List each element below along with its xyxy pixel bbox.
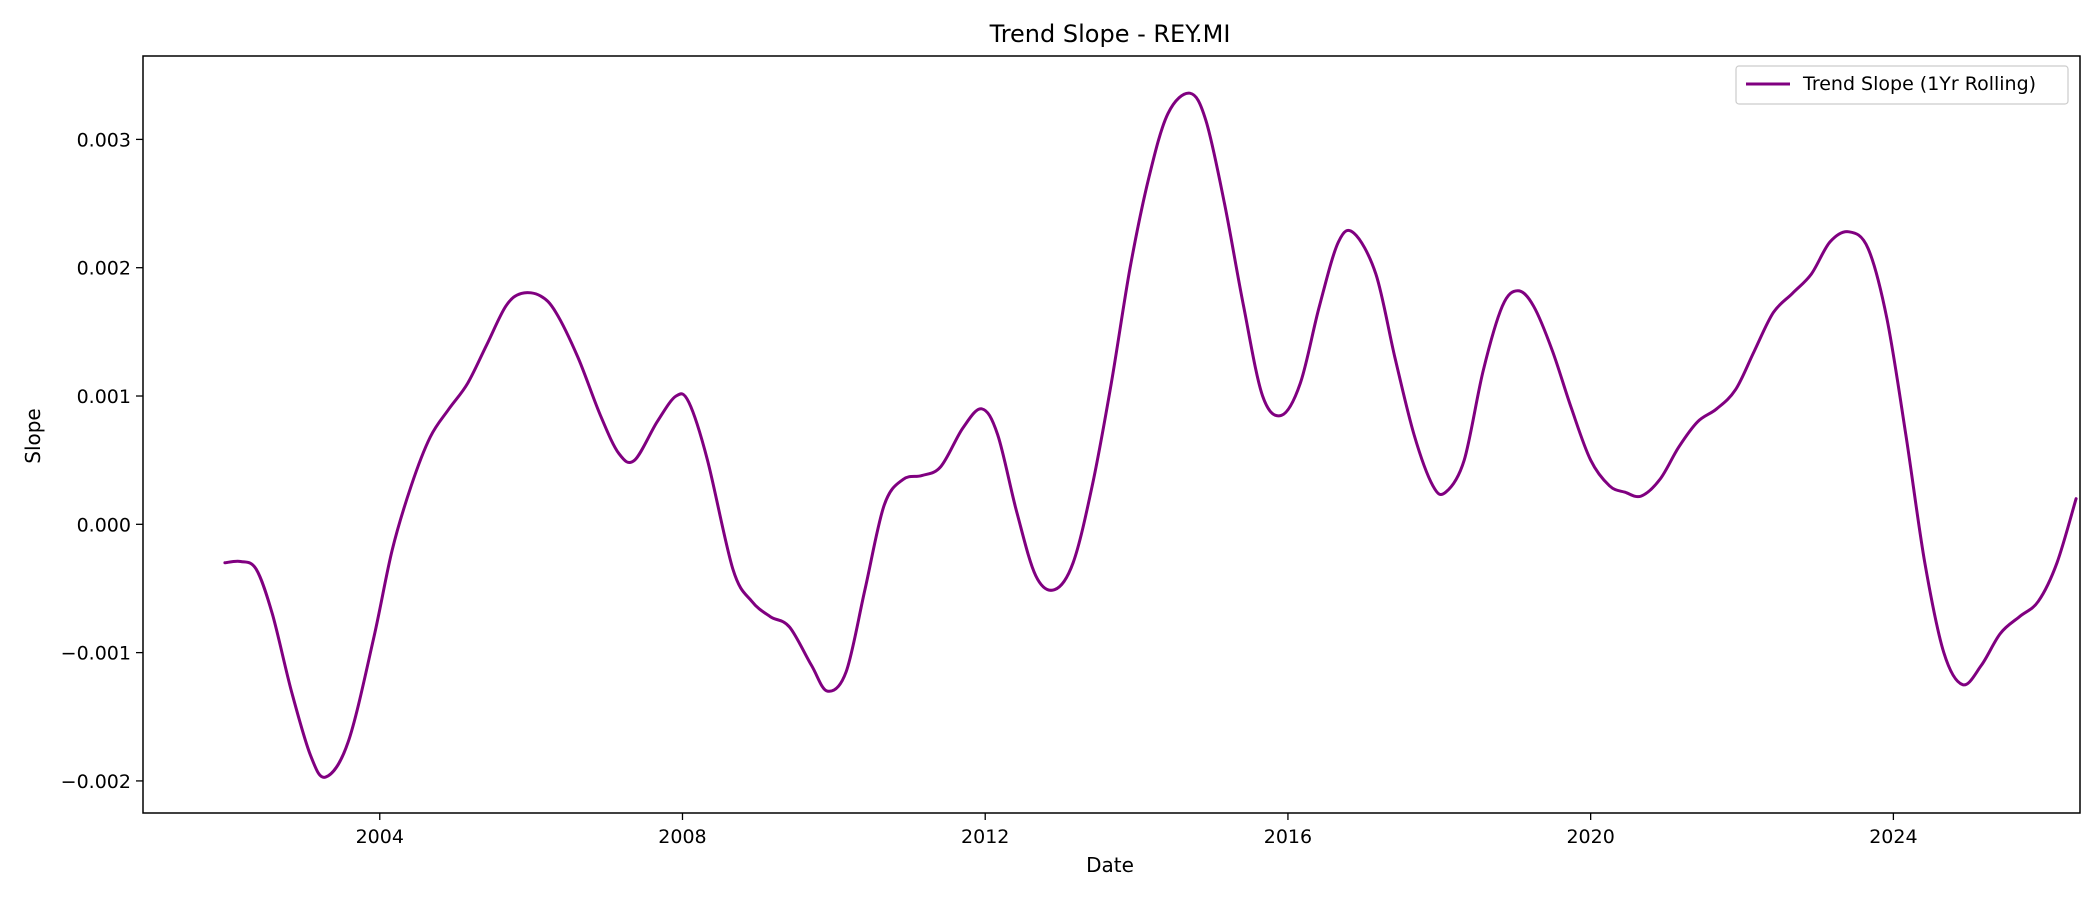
y-tick-label: 0.001 [77, 386, 131, 408]
y-axis: −0.002 −0.001 0.000 0.001 0.002 0.003 [61, 129, 143, 793]
y-tick-label: −0.001 [61, 643, 131, 665]
legend-label: Trend Slope (1Yr Rolling) [1802, 73, 2036, 95]
legend: Trend Slope (1Yr Rolling) [1735, 65, 2069, 105]
x-tick-label: 2008 [658, 826, 706, 848]
x-tick-label: 2020 [1566, 826, 1614, 848]
x-tick-label: 2004 [356, 826, 404, 848]
y-tick-label: 0.000 [77, 514, 131, 536]
y-axis-title: Slope [21, 408, 45, 464]
y-tick-label: 0.002 [77, 258, 131, 280]
y-tick-label: −0.002 [61, 771, 131, 793]
y-tick-label: 0.003 [77, 129, 131, 151]
x-tick-label: 2016 [1264, 826, 1312, 848]
x-axis: 2004 2008 2012 2016 2020 2024 [356, 813, 1918, 848]
series-line-trend-slope [223, 91, 2078, 779]
x-tick-label: 2012 [961, 826, 1009, 848]
chart-title: Trend Slope - REY.MI [989, 20, 1231, 48]
legend-box [1735, 65, 2069, 105]
x-axis-title: Date [1086, 853, 1134, 877]
x-tick-label: 2024 [1869, 826, 1917, 848]
plot-area-frame [142, 55, 2081, 814]
